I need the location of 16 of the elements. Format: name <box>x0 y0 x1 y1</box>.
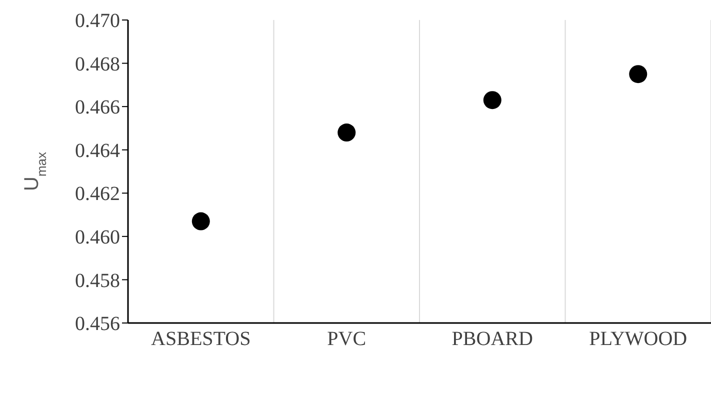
y-tick-label: 0.466 <box>75 96 120 119</box>
point <box>338 124 356 142</box>
y-tick-label: 0.470 <box>75 10 120 32</box>
x-tick-label: PVC <box>327 328 366 350</box>
y-tick-label: 0.462 <box>75 183 120 206</box>
x-tick-label: ASBESTOS <box>151 328 251 350</box>
y-tick-label: 0.464 <box>75 140 120 162</box>
y-tick-label: 0.460 <box>75 226 120 249</box>
y-tick-label: 0.468 <box>75 53 120 76</box>
point <box>192 212 210 230</box>
y-tick-label: 0.456 <box>75 313 120 336</box>
point <box>483 91 502 110</box>
y-tick-label: 0.458 <box>75 270 120 292</box>
point <box>629 65 648 84</box>
x-tick-label: PBOARD <box>452 328 533 350</box>
x-tick-label: PLYWOOD <box>589 328 688 350</box>
